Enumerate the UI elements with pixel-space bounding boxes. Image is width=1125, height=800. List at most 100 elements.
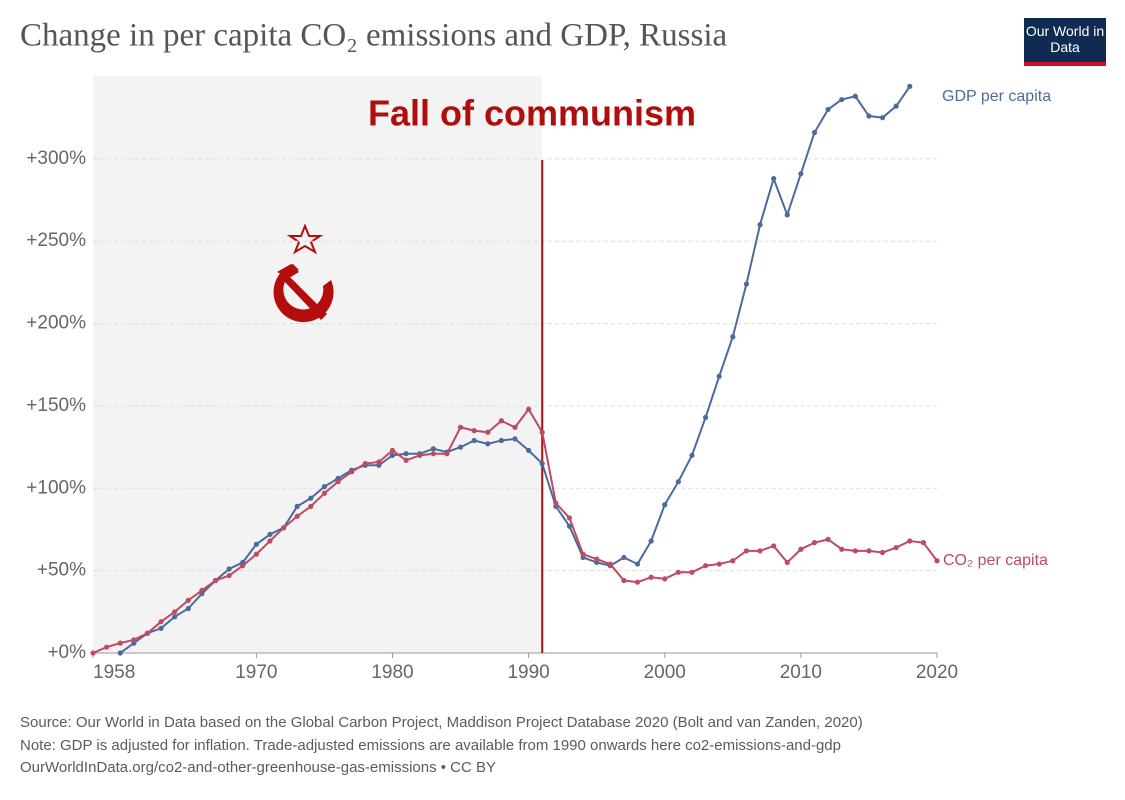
data-point: [757, 548, 763, 554]
data-point: [512, 424, 518, 430]
data-point: [866, 548, 872, 554]
shaded-period: [93, 76, 543, 653]
data-point: [634, 561, 641, 567]
data-point: [920, 540, 926, 546]
data-point: [117, 640, 123, 646]
data-point: [675, 569, 681, 575]
data-point: [294, 513, 300, 519]
data-point: [457, 424, 464, 430]
y-tick-label: +50%: [37, 560, 86, 581]
data-point: [526, 447, 532, 454]
annotation-label: Fall of communism: [368, 93, 696, 134]
data-point: [280, 525, 287, 531]
x-tick-label: 2010: [780, 662, 822, 683]
y-tick-label: +300%: [26, 148, 86, 169]
data-point: [566, 515, 573, 521]
data-point: [158, 625, 164, 631]
data-point: [158, 619, 164, 625]
data-point: [743, 548, 750, 554]
data-point: [553, 500, 559, 506]
data-point: [798, 171, 804, 177]
data-point: [825, 536, 831, 542]
data-point: [376, 459, 382, 465]
data-point: [240, 563, 246, 569]
data-point: [185, 605, 191, 612]
data-point: [811, 129, 818, 136]
y-tick-label: +250%: [26, 230, 86, 251]
data-point: [308, 495, 314, 501]
data-point: [771, 176, 777, 182]
data-point: [757, 222, 763, 228]
data-point: [471, 428, 477, 434]
data-point: [893, 103, 899, 109]
data-point: [403, 451, 409, 457]
data-point: [539, 460, 545, 467]
data-point: [389, 452, 396, 458]
data-point: [389, 447, 396, 454]
data-point: [784, 212, 790, 218]
data-point: [417, 452, 423, 458]
hammer-sickle: [273, 223, 334, 323]
data-point: [852, 93, 858, 99]
data-point: [839, 546, 845, 552]
star: [286, 223, 324, 255]
source-note: OurWorldInData.org/co2-and-other-greenho…: [20, 759, 496, 776]
legend-label: GDP per capita: [942, 88, 1051, 105]
data-point: [253, 551, 259, 557]
source-note: Note: GDP is adjusted for inflation. Tra…: [20, 737, 841, 754]
data-point: [172, 614, 178, 620]
data-point: [702, 414, 709, 421]
data-point: [607, 561, 613, 567]
x-tick-label: 2000: [644, 662, 686, 683]
data-point: [771, 543, 777, 549]
data-point: [648, 538, 654, 544]
data-point: [471, 437, 477, 444]
data-point: [879, 115, 886, 121]
data-point: [839, 96, 845, 103]
x-tick-label: 1970: [235, 662, 277, 683]
data-point: [866, 113, 872, 119]
data-point: [362, 460, 368, 467]
data-point: [267, 531, 273, 538]
data-point: [498, 418, 504, 424]
data-point: [594, 556, 600, 562]
data-point: [131, 637, 137, 643]
y-tick-label: +150%: [26, 395, 86, 416]
data-point: [267, 538, 273, 544]
y-tick-label: +100%: [26, 477, 86, 498]
data-point: [743, 281, 750, 287]
data-point: [335, 479, 341, 485]
data-point: [90, 650, 96, 656]
data-point: [621, 554, 627, 561]
data-point: [662, 502, 668, 508]
data-point: [730, 334, 736, 340]
data-point: [403, 457, 409, 463]
data-point: [689, 569, 695, 575]
data-point: [689, 452, 695, 458]
data-point: [226, 566, 232, 572]
data-point: [675, 479, 681, 485]
data-point: [321, 484, 328, 490]
data-point: [648, 574, 654, 580]
data-point: [580, 551, 586, 557]
x-tick-label: 1980: [371, 662, 413, 683]
logo-text: Our World in Data: [1025, 23, 1105, 55]
legend-label: CO₂ per capita: [943, 552, 1048, 569]
data-point: [321, 490, 328, 496]
x-tick-label: 1990: [507, 662, 549, 683]
logo: Our World in Data: [1025, 23, 1105, 55]
data-point: [634, 579, 641, 585]
data-point: [716, 561, 722, 567]
data-point: [349, 469, 355, 475]
x-tick-label: 2020: [916, 662, 958, 683]
data-point: [485, 429, 491, 435]
x-tick-label: 1958: [93, 662, 135, 683]
logo-box: [1024, 18, 1106, 66]
data-point: [893, 544, 899, 551]
data-point: [879, 549, 886, 556]
data-point: [212, 577, 219, 584]
y-tick-label: +200%: [26, 313, 86, 334]
data-point: [117, 650, 123, 656]
y-tick-label: +0%: [47, 642, 86, 663]
